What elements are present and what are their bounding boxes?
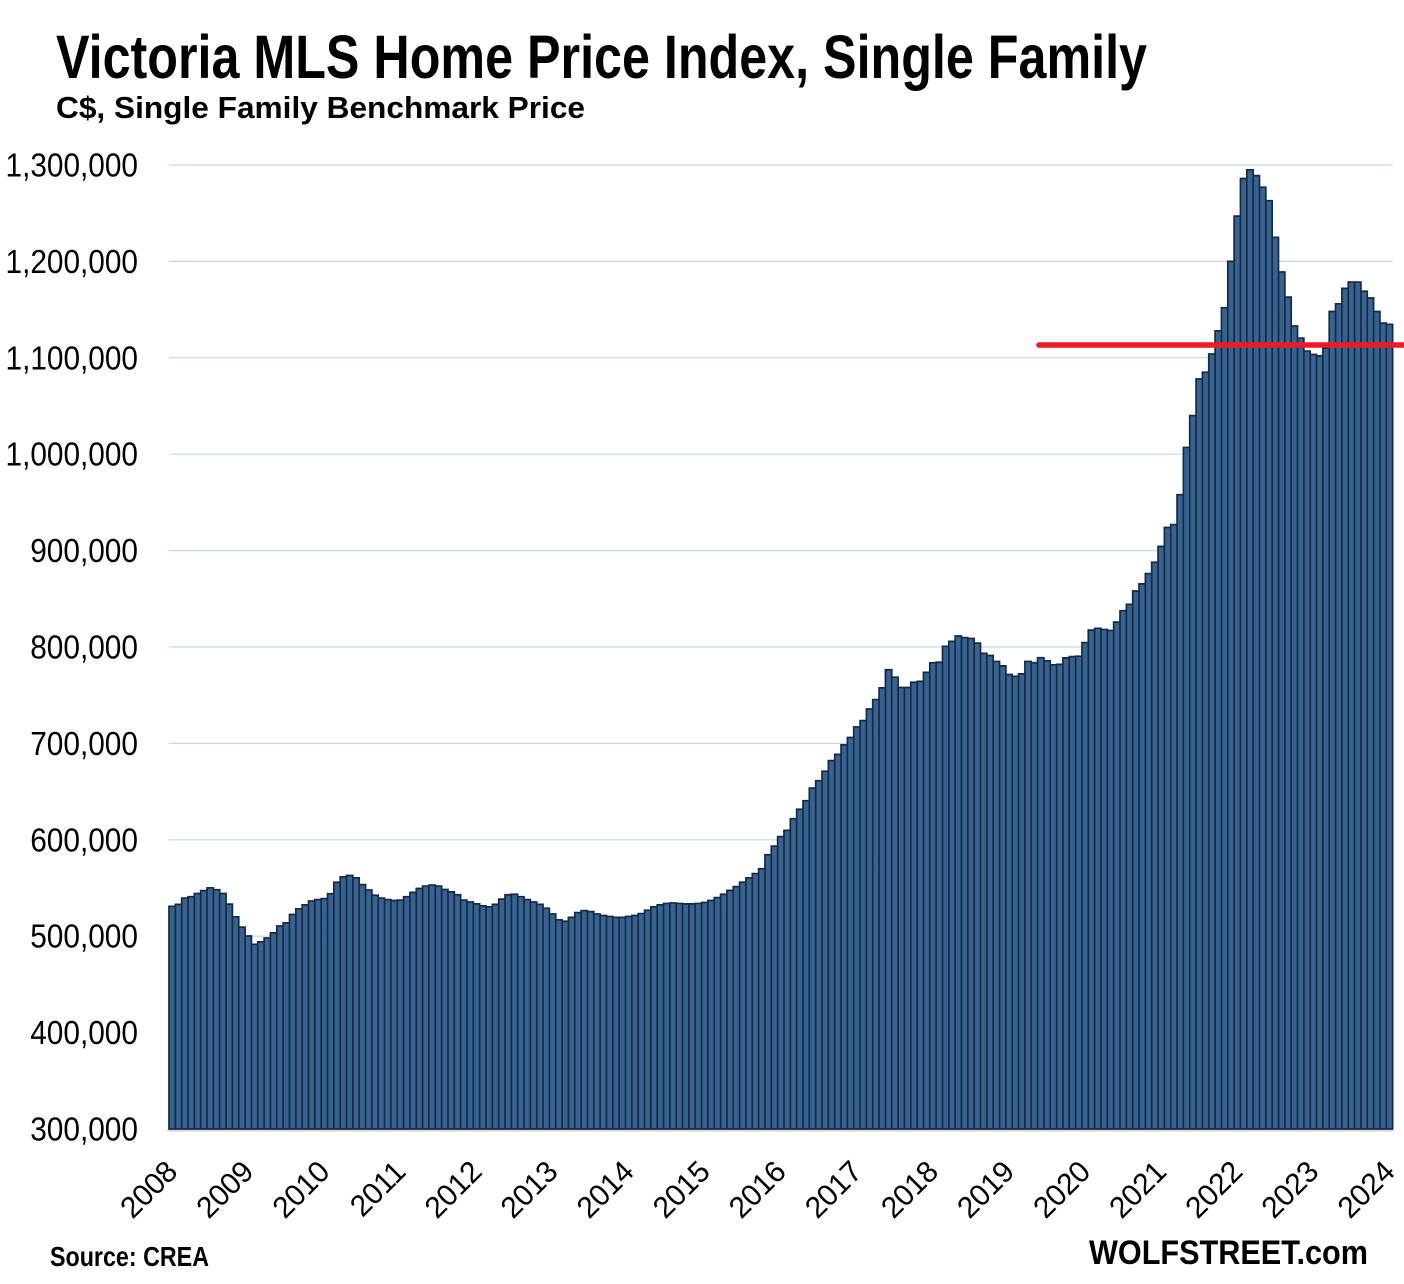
svg-text:1,100,000: 1,100,000	[6, 339, 139, 376]
svg-text:Source: CREA: Source: CREA	[50, 1241, 209, 1272]
svg-text:1,200,000: 1,200,000	[6, 243, 139, 280]
svg-text:Victoria MLS Home Price Index,: Victoria MLS Home Price Index, Single Fa…	[56, 23, 1147, 91]
svg-text:600,000: 600,000	[30, 821, 138, 858]
svg-text:1,000,000: 1,000,000	[6, 436, 139, 473]
svg-text:1,300,000: 1,300,000	[6, 147, 139, 184]
svg-text:400,000: 400,000	[30, 1014, 138, 1051]
svg-text:WOLFSTREET.com: WOLFSTREET.com	[1089, 1234, 1368, 1272]
svg-text:C$, Single Family Benchmark Pr: C$, Single Family Benchmark Price	[56, 90, 585, 125]
svg-text:700,000: 700,000	[30, 725, 138, 762]
svg-text:300,000: 300,000	[30, 1111, 138, 1148]
svg-text:500,000: 500,000	[30, 918, 138, 955]
svg-text:800,000: 800,000	[30, 629, 138, 666]
svg-text:900,000: 900,000	[30, 532, 138, 569]
